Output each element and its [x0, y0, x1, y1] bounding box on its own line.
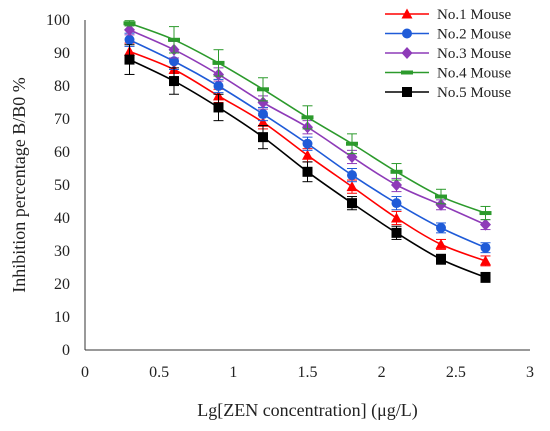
y-tick-label: 100 — [46, 12, 70, 29]
data-point — [302, 166, 313, 177]
y-tick-label: 10 — [54, 309, 70, 326]
data-point — [124, 54, 135, 65]
data-point — [169, 76, 179, 87]
data-point — [347, 198, 357, 209]
data-point — [480, 242, 491, 253]
legend-label: No.1 Mouse — [437, 7, 512, 23]
series — [123, 20, 492, 283]
y-tick-label: 40 — [54, 210, 70, 227]
legend-label: No.3 Mouse — [437, 46, 512, 62]
x-tick-label: 0 — [81, 364, 89, 381]
data-point — [257, 116, 269, 127]
axes — [84, 20, 530, 351]
data-point — [391, 198, 402, 209]
data-point — [391, 212, 402, 223]
data-point — [302, 149, 313, 160]
data-point — [258, 132, 268, 143]
legend-item: No.4 Mouse — [385, 66, 512, 82]
x-tick-labels: 0 0.5 1 1.5 2 2.5 3 — [81, 364, 534, 381]
y-tick-label: 90 — [54, 45, 70, 62]
legend-marker — [401, 70, 413, 75]
legend-item: No.2 Mouse — [385, 27, 512, 43]
data-point — [436, 254, 446, 265]
data-point — [213, 102, 224, 113]
legend-marker — [402, 28, 412, 39]
data-point — [213, 81, 224, 91]
series-4 — [123, 20, 492, 221]
data-point — [436, 222, 446, 233]
legend-item: No.5 Mouse — [385, 85, 512, 101]
series-1 — [124, 42, 491, 267]
y-tick-label: 0 — [62, 342, 70, 359]
y-tick-label: 50 — [54, 177, 70, 194]
data-point — [257, 87, 269, 92]
legend-item: No.1 Mouse — [385, 7, 512, 23]
data-point — [480, 255, 491, 266]
legend-marker — [401, 47, 413, 59]
data-point — [480, 218, 491, 231]
y-tick-labels: 0 10 20 30 40 50 60 70 80 90 100 — [46, 12, 70, 359]
data-point — [258, 109, 268, 120]
data-point — [347, 170, 357, 181]
y-tick-label: 60 — [54, 144, 70, 161]
x-tick-label: 1.5 — [298, 364, 318, 381]
x-tick-label: 2 — [378, 364, 386, 381]
data-point — [123, 21, 136, 26]
legend: No.1 Mouse No.2 Mouse No.3 Mouse No.4 Mouse… — [385, 7, 512, 101]
data-point — [301, 115, 314, 120]
legend-label: No.2 Mouse — [437, 27, 512, 43]
legend-marker — [401, 8, 413, 19]
data-point — [257, 96, 269, 109]
data-point — [212, 60, 225, 65]
data-point — [168, 37, 180, 42]
y-tick-label: 80 — [54, 78, 70, 95]
data-point — [435, 238, 447, 249]
x-tick-label: 1 — [229, 364, 237, 381]
data-point — [124, 23, 135, 36]
y-tick-label: 70 — [54, 111, 70, 128]
y-tick-label: 30 — [54, 243, 70, 260]
data-point — [391, 179, 402, 191]
series-2 — [124, 32, 491, 254]
data-point — [390, 169, 403, 174]
data-point — [479, 211, 492, 216]
x-tick-label: 2.5 — [446, 364, 466, 381]
y-tick-label: 20 — [54, 276, 70, 293]
legend-label: No.4 Mouse — [437, 66, 512, 82]
legend-label: No.5 Mouse — [437, 85, 512, 101]
data-point — [435, 194, 447, 199]
series-5 — [124, 44, 491, 283]
data-point — [480, 272, 491, 283]
legend-item: No.3 Mouse — [385, 46, 512, 62]
data-point — [435, 198, 447, 211]
x-axis-title: Lg[ZEN concentration] (μg/L) — [197, 400, 418, 421]
x-tick-label: 0.5 — [149, 364, 169, 381]
data-point — [169, 56, 179, 67]
data-point — [346, 181, 358, 192]
legend-marker — [402, 87, 412, 97]
data-point — [346, 141, 358, 146]
x-tick-label: 3 — [526, 364, 534, 381]
data-point — [391, 227, 402, 238]
y-axis-title: Inhibition percentage B/B0 % — [9, 77, 29, 292]
data-point — [302, 138, 313, 149]
data-point — [124, 34, 135, 45]
